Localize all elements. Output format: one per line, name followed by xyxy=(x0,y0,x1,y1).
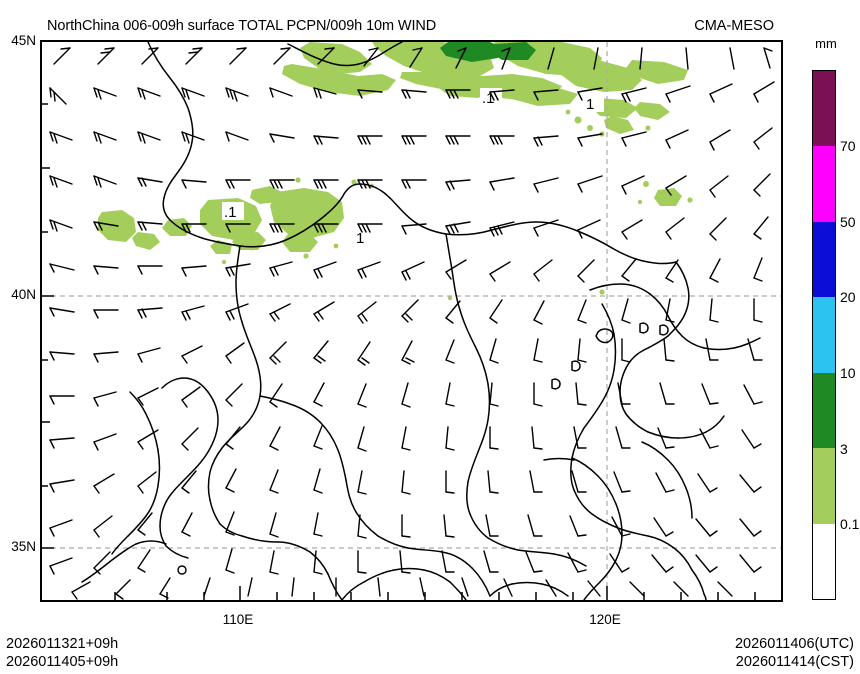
footer-init-time: 2026011321+09h xyxy=(6,636,119,652)
colorbar-tick-50: 50 xyxy=(840,214,856,230)
contour-labels: .1 1 .1 1 xyxy=(222,88,604,247)
colorbar-tick-10: 10 xyxy=(840,365,856,381)
axis-ticks xyxy=(42,103,756,600)
colorbar-tick-70: 70 xyxy=(840,138,856,154)
colorbar[interactable] xyxy=(812,70,836,600)
footer-valid-time: 2026011405+09h xyxy=(6,654,119,670)
lon-label-120e: 120E xyxy=(589,612,621,627)
colorbar-segment-20-50 xyxy=(813,221,835,298)
lat-label-35n: 35N xyxy=(11,539,36,554)
colorbar-segment-10-20 xyxy=(813,297,835,373)
colorbar-tick-0.1: 0.1 xyxy=(840,516,860,532)
colorbar-segment-3-10 xyxy=(813,372,835,449)
map-plot-area[interactable]: .1 1 .1 1 xyxy=(40,40,783,602)
wind-barbs xyxy=(49,47,775,600)
colorbar-segment-below-0.1 xyxy=(813,523,835,599)
page-title: NorthChina 006-009h surface TOTAL PCPN/0… xyxy=(47,18,437,34)
precip-shading-dark xyxy=(440,42,536,62)
lon-label-110e: 110E xyxy=(222,612,254,627)
colorbar-tick-20: 20 xyxy=(840,289,856,305)
lat-label-40n: 40N xyxy=(11,287,36,302)
svg-text:1: 1 xyxy=(356,230,364,247)
lat-label-45n: 45N xyxy=(11,33,36,48)
colorbar-unit-label: mm xyxy=(815,36,837,51)
model-label: CMA-MESO xyxy=(694,18,774,34)
footer-cst-stamp: 2026011414(CST) xyxy=(735,654,854,670)
map-borders xyxy=(81,42,761,600)
colorbar-segment-50-70 xyxy=(813,146,835,222)
colorbar-segment-0.1-3 xyxy=(813,448,835,524)
precip-shading-light xyxy=(98,42,693,301)
colorbar-tick-3: 3 xyxy=(840,441,848,457)
footer-utc-stamp: 2026011406(UTC) xyxy=(734,636,854,652)
svg-text:1: 1 xyxy=(586,96,594,113)
colorbar-segment-above-70 xyxy=(813,71,835,147)
svg-text:.1: .1 xyxy=(224,204,237,221)
